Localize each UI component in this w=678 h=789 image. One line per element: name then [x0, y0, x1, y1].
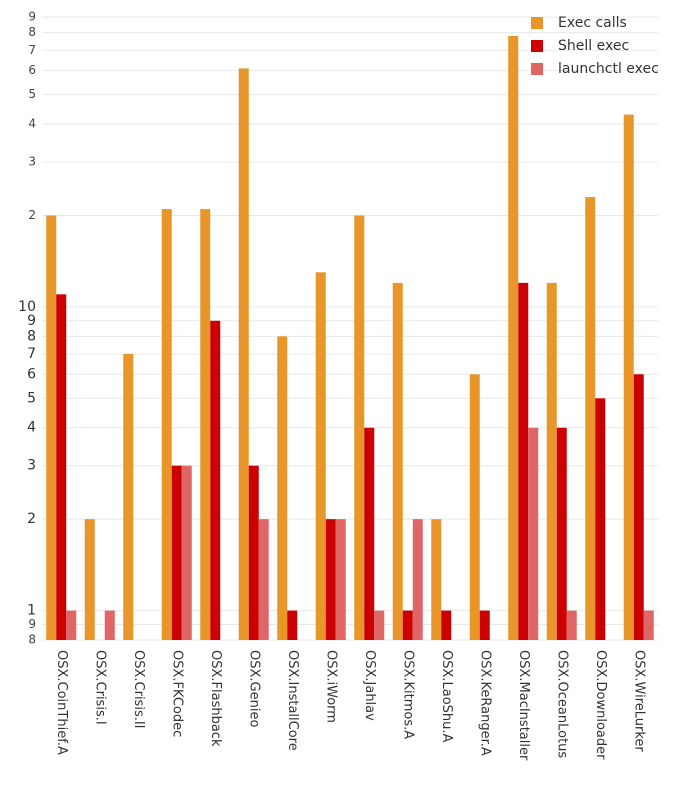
bar [431, 519, 442, 640]
bar [546, 282, 557, 640]
y-tick-label: 8 [28, 25, 36, 39]
bar [161, 209, 172, 641]
bar [123, 353, 134, 640]
bar [248, 465, 259, 640]
bar [623, 114, 634, 640]
bar [412, 519, 423, 640]
bar [374, 610, 385, 640]
x-tick-label: OSX.InstallCore [285, 650, 300, 751]
x-tick-label: OSX.Flashback [208, 650, 223, 747]
bar [354, 215, 365, 641]
bar [46, 215, 57, 641]
y-tick-label: 5 [27, 390, 36, 406]
bar [335, 519, 346, 640]
y-tick-label: 6 [27, 366, 36, 382]
bar [508, 36, 519, 640]
y-tick-label: 7 [27, 346, 36, 362]
bar [518, 282, 529, 640]
bar [556, 427, 567, 640]
bar [315, 272, 326, 640]
bar [633, 374, 644, 640]
legend-label: launchctl exec [558, 61, 659, 77]
bar [84, 519, 95, 640]
x-tick-label: OSX.Crisis.II [131, 650, 146, 729]
x-tick-label: OSX.LaoShu.A [439, 650, 454, 743]
legend-swatch [531, 17, 543, 29]
legend-swatch [531, 63, 543, 75]
y-tick-label: 4 [28, 117, 36, 131]
y-tick-label: 10 [18, 299, 36, 315]
x-tick-label: OSX.Jahlav [362, 650, 377, 721]
bar [171, 465, 182, 640]
bar [469, 374, 480, 640]
bar [528, 427, 539, 640]
x-tick-label: OSX.KeRanger.A [477, 650, 492, 756]
y-tick-label: 4 [27, 420, 36, 436]
y-tick-label: 8 [28, 633, 36, 647]
y-tick-label: 2 [28, 208, 36, 222]
bar [287, 610, 298, 640]
x-tick-label: OSX.Genieo [246, 650, 261, 727]
bar [325, 519, 336, 640]
y-tick-label: 6 [28, 63, 36, 77]
bar [66, 610, 77, 640]
bar [210, 320, 221, 640]
y-tick-label: 5 [28, 87, 36, 101]
y-tick-label: 2 [27, 511, 36, 527]
bar [643, 610, 654, 640]
x-tick-label: OSX.OceanLotus [554, 650, 569, 758]
bar [441, 610, 452, 640]
x-tick-label: OSX.MacInstaller [516, 650, 531, 761]
bar [277, 336, 288, 640]
y-tick-label: 1 [27, 603, 36, 619]
y-tick-label: 8 [27, 328, 36, 344]
legend-label: Shell exec [558, 38, 629, 54]
x-tick-label: OSX.CoinThief.A [54, 650, 69, 755]
x-tick-label: OSX.FKCodec [169, 650, 184, 737]
x-tick-label: OSX.iWorm [323, 650, 338, 723]
bar [595, 398, 606, 640]
y-tick-label: 7 [28, 43, 36, 57]
bar [585, 197, 596, 641]
y-tick-label: 3 [28, 155, 36, 169]
y-tick-label: 3 [27, 458, 36, 474]
bar [181, 465, 192, 640]
bar [200, 209, 211, 641]
x-tick-label: OSX.Crisis.I [92, 650, 107, 725]
y-tick-label: 9 [28, 10, 36, 24]
bar [104, 610, 115, 640]
bar [258, 519, 269, 640]
x-tick-label: OSX.Kitmos.A [400, 650, 415, 739]
bar [566, 610, 577, 640]
legend-swatch [531, 40, 543, 52]
x-tick-label: OSX.Downloader [593, 650, 608, 760]
bar [479, 610, 490, 640]
x-tick-label: OSX.WireLurker [631, 650, 646, 752]
bar [238, 68, 249, 641]
bar [402, 610, 413, 640]
bar [392, 282, 403, 640]
y-tick-label: 9 [27, 313, 36, 329]
bar [56, 294, 67, 640]
legend-label: Exec calls [558, 15, 627, 31]
y-tick-label: 9 [28, 617, 36, 631]
bar [364, 427, 375, 640]
